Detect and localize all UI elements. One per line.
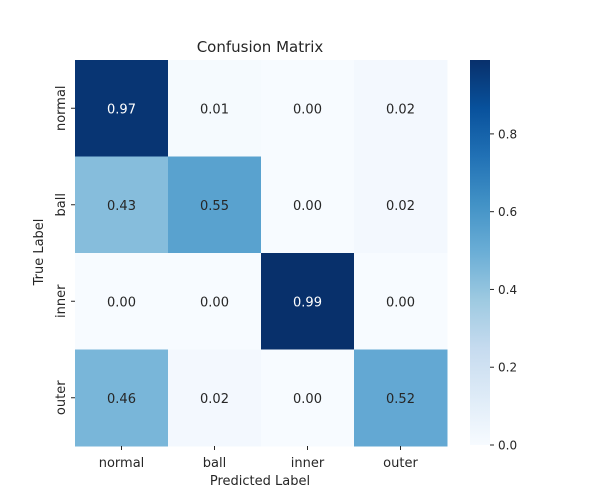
cell-value-label: 0.00 <box>107 295 136 310</box>
heatmap-cell <box>354 156 448 254</box>
heatmap-cell <box>168 253 262 350</box>
y-tick-label: normal <box>54 85 69 131</box>
cell-value-label: 0.55 <box>200 199 229 214</box>
heatmap-cell <box>75 60 169 157</box>
x-axis-label: Predicted Label <box>210 474 310 489</box>
heatmap-cell <box>354 349 448 447</box>
colorbar-tick-label: 0.8 <box>498 127 517 141</box>
x-tick-label: ball <box>203 456 226 471</box>
colorbar-tick-label: 0.6 <box>498 205 517 219</box>
heatmap-cell <box>261 349 355 447</box>
y-axis-label: True Label <box>32 219 47 287</box>
colorbar-tick-label: 0.2 <box>498 361 517 375</box>
cell-value-label: 0.02 <box>386 102 415 117</box>
heatmap-cell <box>261 156 355 254</box>
cell-value-label: 0.00 <box>386 295 415 310</box>
x-axis-ticks: normal ball inner outer <box>99 446 418 471</box>
heatmap-cell-labels: 0.97 0.01 0.00 0.02 0.43 0.55 0.00 0.02 0.00 0.00… <box>107 102 415 407</box>
y-axis-ticks: normal ball inner outer <box>54 85 75 415</box>
heatmap-cell <box>168 349 262 447</box>
heatmap-cells <box>75 60 448 447</box>
y-tick-label: ball <box>54 193 69 216</box>
y-tick-label: inner <box>54 284 69 318</box>
cell-value-label: 0.02 <box>386 199 415 214</box>
heatmap-cell <box>168 156 262 254</box>
cell-value-label: 0.01 <box>200 102 229 117</box>
x-tick-label: inner <box>291 456 325 471</box>
x-tick-label: outer <box>383 456 418 471</box>
cell-value-label: 0.46 <box>107 392 136 407</box>
heatmap-cell <box>168 60 262 157</box>
heatmap-cell <box>354 60 448 157</box>
colorbar-gradient <box>470 60 490 445</box>
heatmap-cell <box>261 253 355 350</box>
cell-value-label: 0.00 <box>293 102 322 117</box>
cell-value-label: 0.00 <box>293 199 322 214</box>
heatmap-cell <box>75 349 169 447</box>
x-tick-label: normal <box>99 456 145 471</box>
colorbar-tick-label: 0.4 <box>498 283 517 297</box>
heatmap-cell <box>75 156 169 254</box>
cell-value-label: 0.02 <box>200 392 229 407</box>
chart-title: Confusion Matrix <box>197 38 324 56</box>
cell-value-label: 0.99 <box>293 295 322 310</box>
heatmap-cell <box>75 253 169 350</box>
heatmap-cell <box>261 60 355 157</box>
cell-value-label: 0.43 <box>107 199 136 214</box>
cell-value-label: 0.00 <box>200 295 229 310</box>
colorbar-tick-label: 0.0 <box>498 439 517 453</box>
heatmap-cell <box>354 253 448 350</box>
cell-value-label: 0.00 <box>293 392 322 407</box>
cell-value-label: 0.97 <box>107 102 136 117</box>
colorbar: 0.0 0.2 0.4 0.6 0.8 <box>470 60 517 453</box>
y-tick-label: outer <box>54 380 69 415</box>
cell-value-label: 0.52 <box>386 392 415 407</box>
